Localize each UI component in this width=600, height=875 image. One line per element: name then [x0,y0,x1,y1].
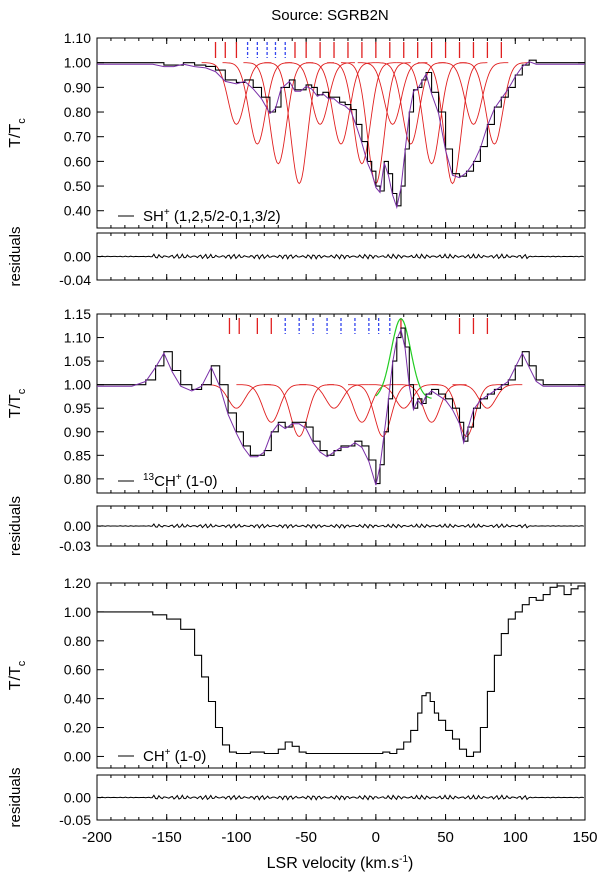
y-tick-label: 0.90 [64,79,91,95]
y-tick-label: 0.80 [64,104,91,120]
y-axis-label: T/Tc [7,118,28,148]
panel-2: 0.00 0.20 0.40 0.60 0.80 1.00 1.20 T/Tc residual… [7,575,586,828]
fit-component [417,62,488,185]
y-tick-label: 1.00 [64,604,91,620]
residuals-axis-label: residuals [7,496,24,556]
model-fit [97,61,585,210]
residual-line [96,253,585,260]
y-tick-label: 0.20 [64,720,91,736]
y-tick-label: 1.10 [64,30,91,46]
x-tick-label: 100 [503,829,528,846]
x-tick-label: -50 [295,829,317,846]
fit-component [327,384,397,423]
y-tick-label: 0.40 [64,203,91,219]
model-fit [97,327,585,486]
legend-label: SH+ (1,2,5/2-0,1,3/2) [143,207,281,225]
fit-component [306,62,376,145]
fit-component [264,384,334,438]
residual-tick-label: 0.00 [64,518,91,534]
residual-line [96,794,585,801]
emission-component [375,318,432,399]
fit-component [396,384,467,423]
residuals-axis-label: residuals [7,767,24,827]
fit-component [236,384,307,423]
residual-tick-label: -0.04 [59,272,91,288]
y-tick-label: 1.10 [64,330,91,346]
legend-label: CH+ (1-0) [143,747,206,765]
fit-component [368,384,439,409]
y-tick-label: 0.70 [64,129,91,145]
fit-component [201,384,272,409]
panel-0: 0.40 0.50 0.60 0.70 0.80 0.90 1.00 1.10 T/Tc resi… [7,30,586,288]
fit-component [201,62,272,125]
y-tick-label: 1.05 [64,353,91,369]
y-tick-label: 0.80 [64,471,91,487]
fit-component [264,62,334,185]
fit-component [375,62,446,145]
fit-component [222,62,293,145]
residuals-axis-label: residuals [7,226,24,286]
residual-tick-label: 0.00 [64,249,91,265]
y-axis-label: T/Tc [7,660,28,690]
residual-line [96,523,585,529]
fit-component [327,62,397,165]
x-tick-label: 150 [572,829,597,846]
y-tick-label: 0.40 [64,691,91,707]
x-axis: -200 -150 -100 -50 0 50 100 150 [82,829,598,846]
x-tick-label: 50 [437,829,454,846]
plot-frame [96,313,586,494]
y-tick-label: 1.00 [64,55,91,71]
x-tick-label: -100 [221,829,251,846]
fit-component [243,62,314,165]
panels: 0.40 0.50 0.60 0.70 0.80 0.90 1.00 1.10 T/Tc resi… [7,30,586,828]
y-tick-label: 0.60 [64,153,91,169]
y-tick-label: 0.80 [64,633,91,649]
observed-spectrum [97,327,585,485]
fit-component [431,384,502,438]
y-tick-label: 0.00 [64,748,91,764]
fit-component [285,62,355,125]
y-tick-label: 0.60 [64,662,91,678]
y-tick-label: 0.50 [64,178,91,194]
residual-tick-label: -0.05 [59,812,91,828]
fit-component [299,384,369,409]
plot-frame [96,37,586,229]
figure-title: Source: SGRB2N [271,7,389,24]
observed-spectrum [97,585,586,757]
fit-component [348,384,418,438]
y-tick-label: 0.85 [64,447,91,463]
fit-component [452,384,523,409]
observed-spectrum [97,59,585,207]
fit-component [396,62,467,165]
y-tick-label: 0.95 [64,400,91,416]
fit-component [341,62,411,185]
legend-label: 13CH+ (1-0) [143,472,217,490]
y-axis-label: T/Tc [7,388,28,418]
y-tick-label: 1.00 [64,377,91,393]
fit-component [459,62,530,145]
x-tick-label: 0 [372,829,380,846]
plot-frame [96,582,586,769]
x-tick-label: -200 [82,829,112,846]
fit-component [438,62,509,125]
fit-component [357,62,428,125]
x-axis-label: LSR velocity (km.s-1) [267,854,414,872]
y-tick-label: 1.15 [64,306,91,322]
y-tick-label: 1.20 [64,575,91,591]
residual-tick-label: -0.03 [59,538,91,554]
y-tick-label: 0.90 [64,424,91,440]
panel-1: 0.80 0.85 0.90 0.95 1.00 1.05 1.10 1.15 T/Tc resi… [7,306,586,556]
x-tick-label: -150 [152,829,182,846]
residual-tick-label: 0.00 [64,790,91,806]
